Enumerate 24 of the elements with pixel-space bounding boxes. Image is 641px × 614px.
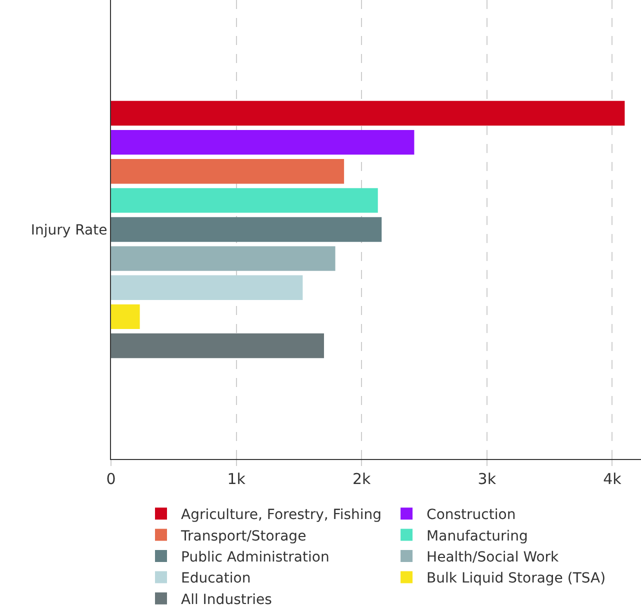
bar [111,100,625,126]
x-tick-label: 4k [603,470,622,488]
legend-label: Agriculture, Forestry, Fishing [181,507,382,524]
bar [111,188,378,213]
bar [111,159,344,184]
legend-label: All Industries [181,592,272,608]
x-tick-label: 2k [352,470,372,488]
legend-label: Bulk Liquid Storage (TSA) [426,570,606,587]
x-tick-label: 1k [227,470,246,488]
x-tick-label: 3k [478,470,496,488]
x-tick-label: 0 [106,470,116,488]
legend-label: Public Administration [181,549,330,566]
bar [111,217,382,242]
legend-label: Manufacturing [426,528,528,544]
bar [111,333,324,358]
bar [111,304,140,330]
legend-label: Education [181,570,251,587]
bar [111,246,336,271]
bar [111,130,414,155]
legend-label: Construction [426,507,516,524]
bar [111,275,303,300]
y-tick-label: Injury Rate [30,222,108,238]
legend-label: Transport/Storage [180,528,306,544]
legend-label: Health/Social Work [426,549,560,566]
